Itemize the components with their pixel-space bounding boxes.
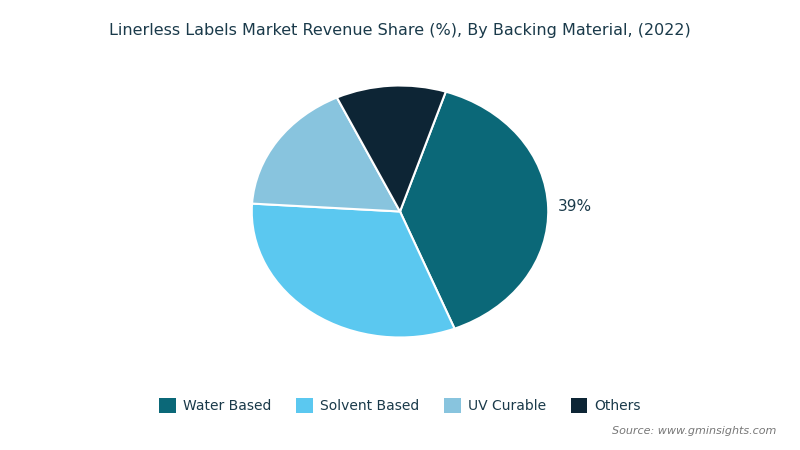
Legend: Water Based, Solvent Based, UV Curable, Others: Water Based, Solvent Based, UV Curable, … xyxy=(154,393,646,419)
Text: 39%: 39% xyxy=(558,199,592,214)
Text: Linerless Labels Market Revenue Share (%), By Backing Material, (2022): Linerless Labels Market Revenue Share (%… xyxy=(109,22,691,37)
Wedge shape xyxy=(252,203,454,338)
Wedge shape xyxy=(400,92,548,328)
Text: Source: www.gminsights.com: Source: www.gminsights.com xyxy=(612,427,776,436)
Wedge shape xyxy=(252,98,400,212)
Wedge shape xyxy=(337,86,446,212)
